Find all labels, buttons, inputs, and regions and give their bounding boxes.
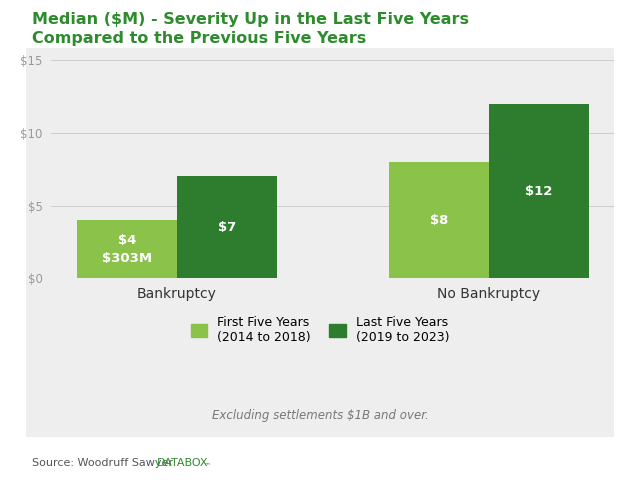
Text: DATABOX: DATABOX (157, 458, 208, 468)
Text: $7: $7 (218, 221, 236, 234)
Text: $12: $12 (525, 184, 552, 198)
Text: Median ($M) - Severity Up in the Last Five Years: Median ($M) - Severity Up in the Last Fi… (32, 12, 469, 27)
Bar (489, 104, 589, 278)
Text: Compared to the Previous Five Years: Compared to the Previous Five Years (32, 31, 366, 46)
Legend: First Five Years
(2014 to 2018), Last Five Years
(2019 to 2023): First Five Years (2014 to 2018), Last Fi… (191, 316, 449, 344)
Text: Source: Woodruff Sawyer: Source: Woodruff Sawyer (32, 458, 177, 468)
Text: $4
$303M: $4 $303M (102, 234, 152, 265)
Text: $8: $8 (429, 214, 448, 227)
Bar (77, 220, 177, 278)
Text: ™: ™ (204, 462, 211, 468)
Bar (389, 162, 489, 278)
Bar (177, 177, 276, 278)
Text: Excluding settlements $1B and over.: Excluding settlements $1B and over. (212, 409, 428, 422)
